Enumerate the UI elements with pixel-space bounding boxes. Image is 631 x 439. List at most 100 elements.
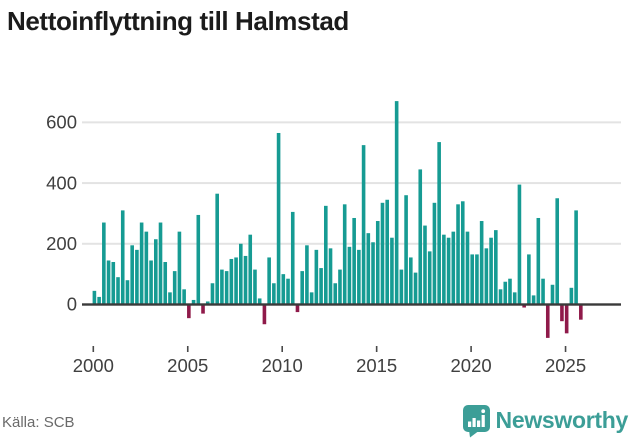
- bar: [172, 271, 177, 305]
- bar: [409, 257, 413, 305]
- bar: [371, 242, 375, 305]
- bar: [333, 283, 338, 305]
- bar: [324, 205, 328, 305]
- bar: [380, 202, 385, 305]
- y-tick-label: 200: [46, 233, 77, 254]
- bar: [361, 145, 366, 305]
- bar: [210, 283, 215, 305]
- bar: [427, 251, 432, 305]
- bar: [465, 231, 470, 305]
- bar: [130, 245, 134, 305]
- chart-title: Nettoinflyttning till Halmstad: [7, 6, 349, 36]
- bar: [338, 269, 342, 305]
- bar: [295, 304, 300, 313]
- bar: [508, 278, 512, 305]
- bar: [234, 257, 238, 305]
- bar: [418, 169, 423, 305]
- bar: [205, 301, 210, 305]
- bar: [286, 278, 290, 305]
- bar: [423, 225, 427, 305]
- logo-bar-2: [472, 418, 476, 427]
- bar: [106, 260, 111, 305]
- bar: [560, 304, 564, 322]
- x-axis-tick-labels: 2000 2005 2010 2015 2020 2025: [73, 346, 586, 376]
- bar: [267, 257, 271, 305]
- bar: [470, 254, 475, 305]
- bar: [125, 280, 130, 305]
- bar: [347, 246, 352, 305]
- bar: [281, 274, 286, 305]
- bar: [272, 283, 276, 305]
- x-axis-line: [82, 303, 621, 306]
- logo-bar-1: [467, 421, 471, 427]
- bar: [262, 304, 267, 325]
- bar: [257, 298, 262, 305]
- bar: [201, 304, 205, 314]
- bar: [253, 269, 257, 305]
- bar: [564, 304, 569, 334]
- logo-bar-3: [476, 420, 480, 427]
- bar: [404, 195, 408, 305]
- bar: [220, 269, 224, 305]
- bar: [290, 211, 295, 305]
- bar: [309, 292, 314, 305]
- bar: [503, 281, 508, 305]
- bar: [149, 260, 153, 305]
- bar: [437, 142, 441, 305]
- x-tick-label: 2020: [451, 355, 492, 376]
- bar: [342, 204, 347, 305]
- bar: [196, 214, 201, 305]
- bar: [187, 304, 191, 319]
- bar: [394, 101, 399, 305]
- logo-exclamation-stem: [481, 415, 485, 427]
- y-tick-label: 600: [46, 112, 77, 133]
- bar: [328, 248, 333, 305]
- x-tick-mark: [92, 346, 95, 352]
- bar: [319, 268, 323, 305]
- y-tick-label: 400: [46, 172, 77, 193]
- bar: [92, 290, 97, 305]
- bar: [399, 269, 404, 305]
- bar: [522, 304, 526, 308]
- bar: [357, 249, 361, 305]
- bar: [479, 221, 484, 305]
- x-tick-mark: [186, 346, 189, 352]
- bar: [366, 233, 371, 305]
- bar: [352, 217, 356, 305]
- bar: [413, 272, 418, 305]
- bar: [456, 204, 460, 305]
- bar: [555, 198, 560, 305]
- bar: [475, 254, 479, 305]
- bar: [550, 284, 555, 305]
- bar: [541, 278, 545, 305]
- bar: [489, 237, 493, 305]
- bar: [182, 289, 186, 305]
- bar: [168, 292, 172, 305]
- newsworthy-brand-link[interactable]: Newsworthy: [462, 402, 629, 438]
- x-tick-mark: [375, 346, 378, 352]
- bar: [224, 271, 229, 305]
- x-tick-mark: [281, 346, 283, 352]
- bar: [116, 277, 120, 305]
- bar: [451, 231, 456, 305]
- bar: [517, 184, 522, 305]
- logo-exclamation-dot: [480, 409, 485, 414]
- bar: [442, 234, 446, 305]
- bar: [111, 262, 116, 305]
- x-tick-mark: [564, 346, 567, 352]
- bar: [120, 210, 125, 305]
- bar: [243, 255, 248, 305]
- newsworthy-logo-icon: [462, 405, 490, 438]
- brand-wordmark[interactable]: Newsworthy: [495, 407, 629, 433]
- bar: [527, 254, 531, 305]
- y-axis-tick-labels: 0 200 400 600: [46, 112, 77, 315]
- x-tick-label: 2005: [167, 355, 208, 376]
- bar: [375, 221, 380, 305]
- bar: [300, 271, 304, 305]
- bar: [498, 289, 503, 305]
- bar: [239, 243, 243, 305]
- x-tick-label: 2025: [545, 355, 586, 376]
- bar: [177, 231, 182, 305]
- x-tick-label: 2000: [73, 355, 114, 376]
